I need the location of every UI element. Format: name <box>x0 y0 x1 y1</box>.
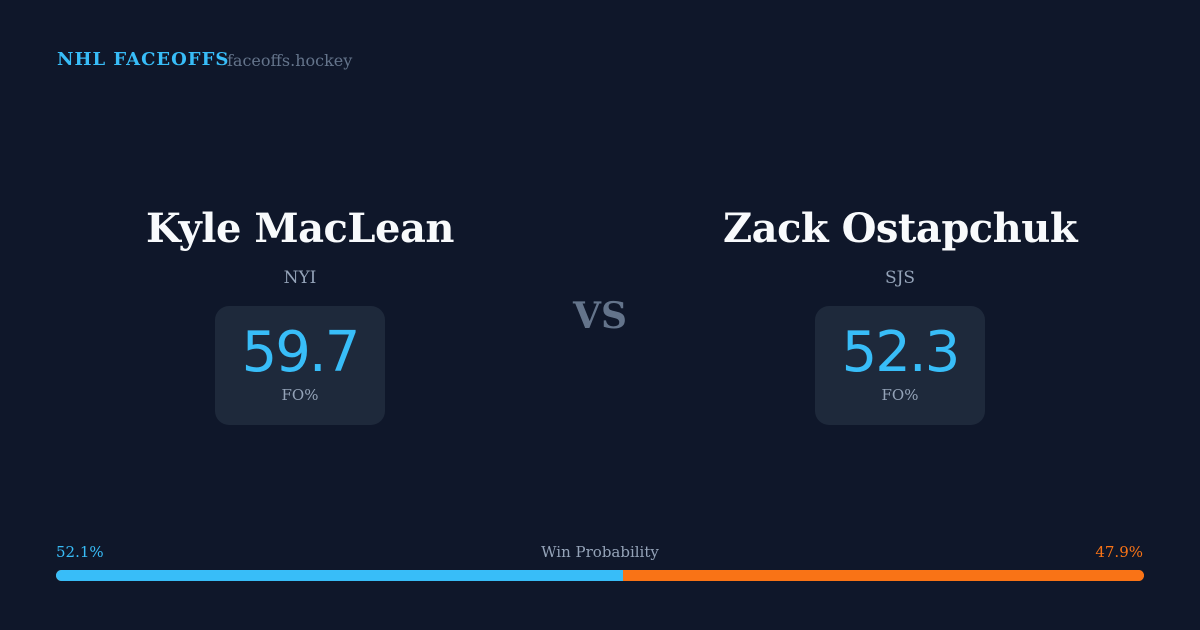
faceoff-percentage: 59.7 <box>241 320 361 385</box>
left-probability-fill <box>56 570 623 581</box>
player-name: Kyle MacLean <box>146 205 454 252</box>
stat-label: FO% <box>281 386 319 404</box>
left-probability: 52.1% <box>56 543 104 561</box>
player-name: Zack Ostapchuk <box>722 205 1078 252</box>
player-left: Kyle MacLean NYI 59.7 FO% <box>50 205 550 425</box>
faceoff-percentage: 52.3 <box>841 320 961 385</box>
player-team: SJS <box>884 268 916 288</box>
site-url: faceoffs.hockey <box>227 51 353 70</box>
player-right: Zack Ostapchuk SJS 52.3 FO% <box>650 205 1150 425</box>
stat-label: FO% <box>881 386 919 404</box>
stat-card: 59.7 FO% <box>215 306 385 425</box>
win-probability-bar <box>56 570 1144 581</box>
win-probability-title: Win Probability <box>541 543 659 561</box>
brand-title: NHL FACEOFFS <box>57 49 230 70</box>
right-probability-fill <box>622 570 1144 581</box>
right-probability: 47.9% <box>1095 543 1143 561</box>
stat-card: 52.3 FO% <box>815 306 985 425</box>
player-team: NYI <box>283 268 317 288</box>
vs-label: VS <box>573 295 627 337</box>
